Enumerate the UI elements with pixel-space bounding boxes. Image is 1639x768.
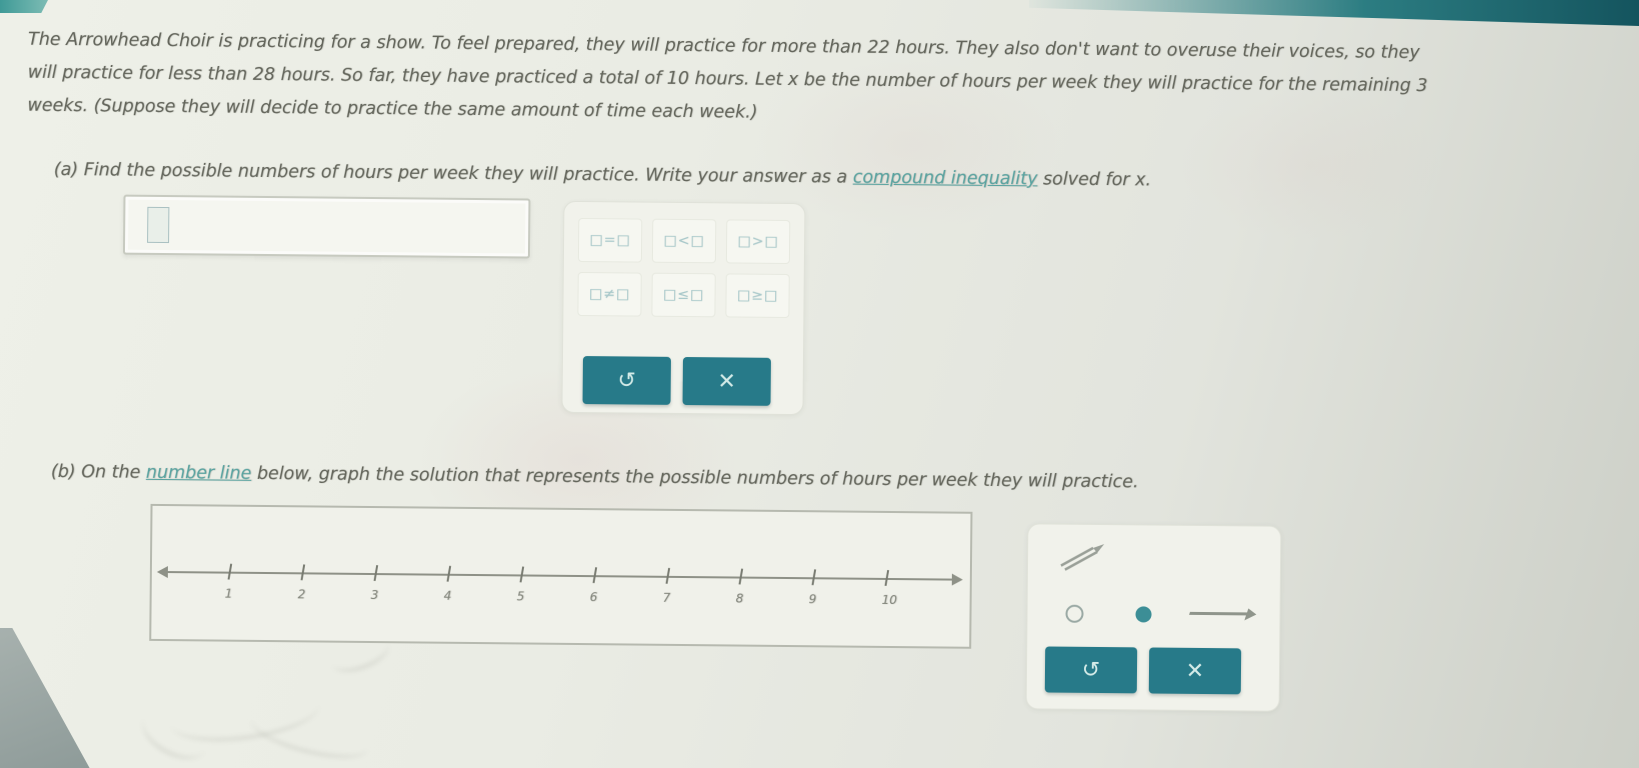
relation-button-4[interactable]: □≤□ — [651, 272, 716, 318]
ray-tool[interactable] — [1189, 607, 1259, 620]
undo-icon: ↺ — [1081, 657, 1101, 683]
axis-left-arrow-icon — [156, 565, 168, 579]
number-line-tick-label: 7 — [662, 590, 671, 605]
relation-button-0[interactable]: □=□ — [577, 217, 643, 263]
pencil-icon — [1060, 544, 1105, 571]
part-a-text: (a) Find the possible numbers of hours p… — [53, 159, 853, 188]
number-line-tick-label: 5 — [516, 589, 525, 604]
number-line-tick-label: 2 — [297, 587, 306, 602]
closed-endpoint-tool[interactable] — [1135, 606, 1152, 623]
part-a-question: (a) Find the possible numbers of hours p… — [54, 160, 1151, 191]
number-line-ticks: 1 2 3 4 5 6 7 8 9 10 — [153, 506, 971, 607]
number-line-axis — [165, 571, 954, 581]
part-b-question: (b) On the number line below, graph the … — [51, 462, 1139, 492]
relation-button-2[interactable]: □>□ — [725, 219, 791, 265]
relation-button-5[interactable]: □≥□ — [725, 273, 790, 319]
problem-statement: The Arrowhead Choir is practicing for a … — [27, 24, 1428, 136]
relation-button-grid: □=□ □<□ □>□ □≠□ □≤□ □≥□ — [577, 217, 791, 319]
number-line-tick-label: 9 — [808, 592, 817, 607]
answer-input[interactable] — [122, 194, 531, 259]
part-a-suffix: solved for x. — [1037, 169, 1152, 191]
number-line-tick-label: 4 — [443, 588, 452, 603]
clear-button[interactable]: ✕ — [682, 356, 771, 406]
relation-button-1[interactable]: □<□ — [651, 218, 717, 264]
number-line-tick-label: 10 — [881, 592, 898, 608]
number-line-graph-area[interactable]: 1 2 3 4 5 6 7 8 9 10 — [149, 503, 973, 649]
number-line-tick-label: 3 — [370, 588, 379, 603]
number-line-tick-label: 6 — [589, 590, 598, 605]
number-line-tick-label: 8 — [735, 591, 744, 606]
text-cursor-placeholder — [147, 206, 170, 244]
inequality-palette: □=□ □<□ □>□ □≠□ □≤□ □≥□ ↺ ✕ — [561, 200, 806, 416]
part-b-text: (b) On the — [50, 461, 146, 483]
undo-button[interactable]: ↺ — [582, 356, 671, 405]
number-line-link[interactable]: number line — [145, 462, 252, 484]
axis-right-arrow-icon — [951, 573, 963, 586]
ray-arrowhead-icon — [1244, 607, 1259, 620]
screen-edge-top-left — [0, 0, 48, 13]
undo-icon: ↺ — [617, 367, 637, 394]
part-b-suffix: below, graph the solution that represent… — [251, 463, 1139, 493]
graphing-tool-palette: ↺ ✕ — [1025, 523, 1282, 712]
clear-icon: ✕ — [717, 368, 737, 395]
compound-inequality-link[interactable]: compound inequality — [852, 167, 1038, 190]
graph-undo-button[interactable]: ↺ — [1044, 646, 1138, 694]
number-line-tick-label: 1 — [224, 586, 233, 601]
graph-clear-button[interactable]: ✕ — [1148, 647, 1242, 695]
clear-icon: ✕ — [1185, 658, 1205, 684]
relation-button-3[interactable]: □≠□ — [577, 271, 642, 317]
open-endpoint-tool[interactable] — [1065, 604, 1084, 623]
